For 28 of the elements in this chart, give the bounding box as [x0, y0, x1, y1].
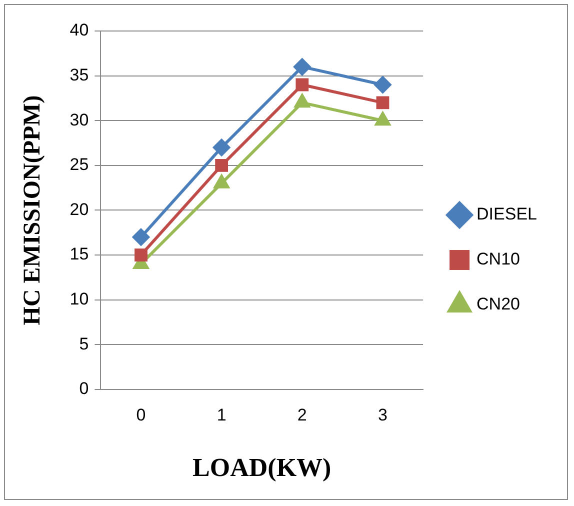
x-tick-label: 3: [378, 405, 388, 424]
legend-label: CN20: [476, 294, 520, 314]
x-tick-label: 1: [216, 405, 226, 424]
y-tick-label: 0: [79, 379, 89, 398]
point: [374, 76, 392, 94]
x-tick-label: 2: [297, 405, 307, 424]
y-tick-label: 10: [70, 289, 89, 308]
point: [375, 112, 390, 126]
y-tick-label: 30: [70, 110, 89, 130]
legend-label: DIESEL: [476, 204, 538, 224]
x-tick-label: 0: [136, 405, 146, 424]
y-tick-label: 40: [70, 20, 89, 40]
point: [294, 94, 310, 108]
point: [296, 78, 309, 92]
point: [134, 248, 148, 262]
point: [294, 58, 311, 76]
point: [132, 228, 150, 246]
y-tick-label: 15: [70, 244, 89, 264]
point: [215, 158, 228, 172]
y-tick-label: 35: [70, 65, 89, 84]
point: [213, 138, 230, 156]
y-tick-label: 25: [70, 155, 89, 174]
point: [376, 96, 390, 110]
x-axis-title: LOAD(KW): [192, 453, 332, 482]
y-axis-title: HC EMISSION(PPM): [20, 95, 46, 326]
y-tick-label: 5: [79, 334, 89, 354]
y-tick-label: 20: [70, 200, 89, 219]
legend-label: CN10: [476, 250, 520, 269]
